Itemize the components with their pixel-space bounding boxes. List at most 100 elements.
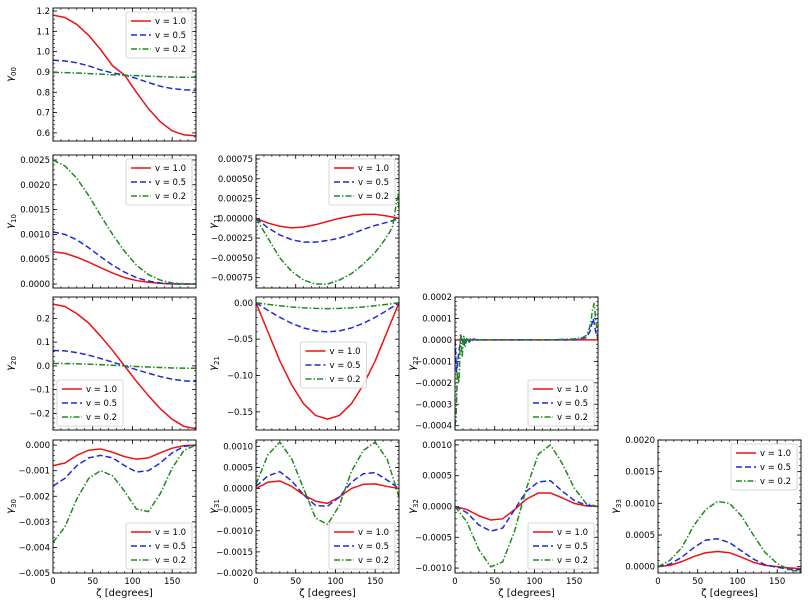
ytick-label: −0.00050 <box>211 254 253 264</box>
xtick-label: 150 <box>769 577 785 587</box>
ylabel-subscript: 10 <box>10 214 18 223</box>
legend-label: v = 0.5 <box>155 31 186 41</box>
ytick-label: 0.0005 <box>223 463 253 473</box>
axes-frame <box>255 439 400 574</box>
ylabel-symbol: γ <box>5 222 16 229</box>
ytick-label: −0.2 <box>29 409 50 419</box>
axes-frame <box>52 7 197 142</box>
ylabel-subscript: 31 <box>213 499 221 508</box>
y-axis-label: γ33 <box>610 499 623 514</box>
legend-label: v = 1.0 <box>155 17 186 27</box>
legend-box <box>300 341 367 389</box>
series-line-v1-0 <box>256 213 399 229</box>
legend-label: v = 1.0 <box>358 164 389 174</box>
legend-label: v = 1.0 <box>155 164 186 174</box>
ytick-label: 0.0010 <box>223 442 253 452</box>
legend-label: v = 0.5 <box>760 463 791 473</box>
legend-label: v = 0.5 <box>155 542 186 552</box>
ytick-label: 0.00000 <box>218 214 253 224</box>
xtick-label: 100 <box>729 577 745 587</box>
series-line-v1-0 <box>455 492 598 521</box>
ylabel-symbol: γ <box>208 222 219 229</box>
series-line-v0-2 <box>256 441 399 526</box>
ytick-label: 0.0025 <box>20 156 50 166</box>
y-axis-label: γ11 <box>208 214 221 229</box>
legend: v = 1.0 v = 0.5 v = 0.2 <box>328 522 396 570</box>
legend-label: v = 1.0 <box>155 528 186 538</box>
xtick-label: 150 <box>164 577 180 587</box>
ylabel-symbol: γ <box>208 507 219 514</box>
y-axis-label: γ22 <box>407 356 420 371</box>
ytick-label: 0.0010 <box>20 230 50 240</box>
legend-label: v = 1.0 <box>557 385 588 395</box>
ytick-label: 0.8 <box>36 88 50 98</box>
panel-g22: −0.0004 −0.0003 −0.0002 −0.0001 0.0000 0.0001… <box>407 293 599 432</box>
legend: v = 1.0 v = 0.5 v = 0.2 <box>730 443 798 491</box>
ylabel-symbol: γ <box>407 507 418 514</box>
legend-box <box>527 379 595 427</box>
ytick-label: 0.0005 <box>20 255 50 265</box>
legend: v = 1.0 v = 0.5 v = 0.2 <box>56 379 124 427</box>
series-line-v0-2 <box>658 500 801 573</box>
legend-label: v = 1.0 <box>330 347 361 357</box>
axes-frame <box>454 296 599 431</box>
legend-label: v = 0.5 <box>155 178 186 188</box>
legend: v = 1.0 v = 0.5 v = 0.2 <box>125 522 193 570</box>
ytick-label: −0.002 <box>19 492 50 502</box>
ylabel-subscript: 21 <box>213 356 221 365</box>
legend-label: v = 1.0 <box>760 449 791 459</box>
legend-label: v = 0.2 <box>557 556 588 566</box>
legend-label: v = 0.2 <box>330 375 361 385</box>
y-axis-label: γ10 <box>5 214 18 229</box>
ylabel-subscript: 32 <box>412 499 420 508</box>
panel-g31: −0.0020 −0.0015 −0.0010 −0.0005 0.0000 0.0005… <box>208 439 400 599</box>
axes-frame <box>255 154 400 289</box>
legend-box <box>56 379 124 427</box>
legend-label: v = 1.0 <box>358 528 389 538</box>
y-axis-label: γ00 <box>5 67 18 82</box>
panel-g20: −0.2 −0.1 0.0 0.1 0.2 γ20 v = 1.0 v = 0.5 v = 0.… <box>5 296 197 431</box>
xtick-label: 50 <box>489 577 500 587</box>
y-axis-label: γ21 <box>208 356 221 371</box>
ytick-label: 0.0005 <box>625 531 655 541</box>
series-line-v1-0 <box>53 444 196 467</box>
ylabel-symbol: γ <box>610 507 621 514</box>
axes-frame <box>454 439 599 574</box>
ylabel-subscript: 11 <box>213 214 221 223</box>
ylabel-symbol: γ <box>5 507 16 514</box>
legend-label: v = 1.0 <box>86 385 117 395</box>
ytick-label: −0.00075 <box>211 274 253 284</box>
ylabel-symbol: γ <box>208 364 219 371</box>
series-line-v1-0 <box>658 550 801 570</box>
ytick-label: 0.6 <box>36 129 50 139</box>
ytick-label: −0.10 <box>227 371 253 381</box>
ytick-label: 0.00050 <box>218 175 253 185</box>
series-line-v0-2 <box>53 71 196 78</box>
ylabel-symbol: γ <box>5 75 16 82</box>
series-line-v0-5 <box>256 470 399 508</box>
ytick-label: −0.0004 <box>415 422 452 432</box>
ytick-label: 0.00 <box>234 299 253 309</box>
legend-box <box>125 158 193 206</box>
xtick-label: 150 <box>566 577 582 587</box>
legend-label: v = 0.2 <box>557 413 588 423</box>
series-line-v0-5 <box>256 302 399 333</box>
series-line-v0-5 <box>53 444 196 487</box>
ytick-label: −0.0020 <box>216 569 253 579</box>
xtick-label: 50 <box>290 577 301 587</box>
y-axis-label: γ20 <box>5 356 18 371</box>
ytick-label: −0.0010 <box>216 527 253 537</box>
legend-box <box>328 158 396 206</box>
ytick-label: 0.0001 <box>422 314 452 324</box>
ytick-label: −0.001 <box>19 467 50 477</box>
panel-g33: 0.0000 0.0005 0.0010 0.0015 0.0020 0 50 100 150 γ… <box>610 436 802 599</box>
ytick-label: 1.2 <box>36 7 50 17</box>
ytick-label: −0.00025 <box>211 234 253 244</box>
ytick-label: 0.1 <box>36 338 50 348</box>
ytick-label: −0.005 <box>19 569 50 579</box>
legend: v = 1.0 v = 0.5 v = 0.2 <box>125 158 193 206</box>
legend: v = 1.0 v = 0.5 v = 0.2 <box>527 379 595 427</box>
y-axis-label: γ31 <box>208 499 221 514</box>
